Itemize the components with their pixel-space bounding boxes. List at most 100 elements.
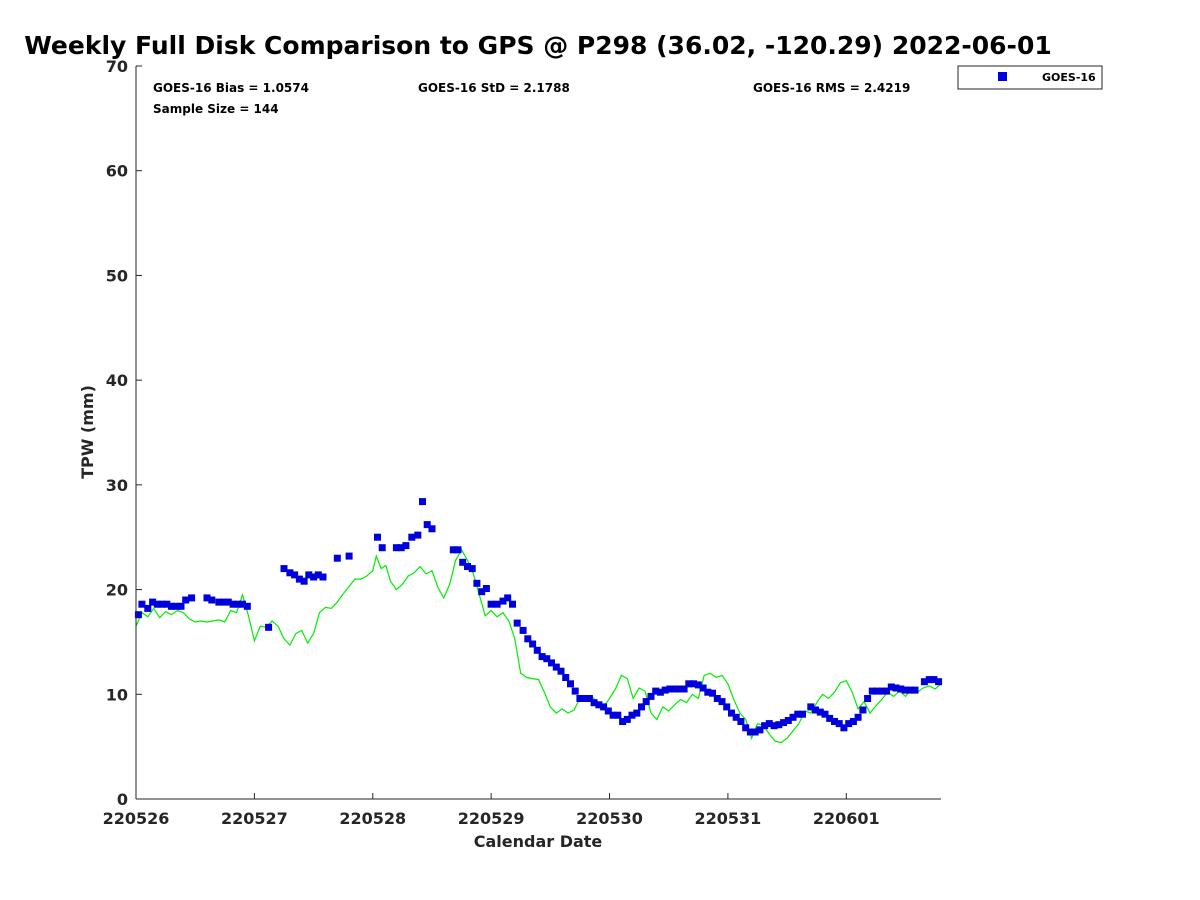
goes16-data-point xyxy=(319,573,327,581)
goes16-data-point xyxy=(552,663,560,671)
goes16-data-point xyxy=(163,600,171,608)
bias-stat: GOES-16 Bias = 1.0574 xyxy=(153,81,309,95)
goes16-data-point xyxy=(571,687,579,695)
goes16-data-point xyxy=(144,604,152,612)
goes16-data-point xyxy=(892,684,900,692)
goes16-data-point xyxy=(789,713,797,721)
goes16-data-point xyxy=(906,686,914,694)
goes16-data-point xyxy=(519,626,527,634)
goes16-data-point xyxy=(920,678,928,686)
goes16-data-point xyxy=(709,689,716,697)
x-tick-label: 220530 xyxy=(576,809,643,828)
goes16-data-point xyxy=(203,594,211,602)
goes16-data-point xyxy=(671,685,679,693)
goes16-data-point xyxy=(478,588,486,596)
goes16-data-point xyxy=(310,573,318,581)
goes16-data-point xyxy=(737,718,745,725)
goes16-data-point xyxy=(493,600,501,608)
rms-stat: GOES-16 RMS = 2.4219 xyxy=(753,81,910,95)
legend-label: GOES-16 xyxy=(1042,71,1096,84)
goes16-data-point xyxy=(935,678,943,686)
goes16-data-point xyxy=(864,695,872,702)
y-tick-label: 0 xyxy=(117,790,128,809)
legend-marker xyxy=(998,72,1007,81)
goes16-data-point xyxy=(680,685,688,693)
goes16-data-point xyxy=(840,724,848,732)
goes16-data-point xyxy=(775,721,783,729)
goes16-data-point xyxy=(821,710,829,718)
goes16-data-point xyxy=(529,640,537,648)
goes16-data-point xyxy=(374,533,381,541)
goes16-data-point xyxy=(799,710,806,718)
goes16-data-point xyxy=(182,596,190,604)
goes16-data-point xyxy=(765,720,773,728)
goes16-data-point xyxy=(728,709,735,717)
plot-area xyxy=(136,66,941,799)
series-layer xyxy=(134,498,943,744)
goes16-data-point xyxy=(751,728,759,736)
goes16-data-point xyxy=(868,687,876,695)
goes16-data-point xyxy=(925,676,933,684)
goes16-data-point xyxy=(656,688,664,696)
goes16-data-point xyxy=(742,724,750,732)
goes16-data-point xyxy=(723,703,731,711)
goes16-data-point xyxy=(784,717,792,724)
goes16-data-point xyxy=(628,711,636,719)
goes16-data-point xyxy=(897,685,905,693)
goes16-data-point xyxy=(265,623,273,631)
goes16-data-point xyxy=(449,546,457,554)
goes16-data-point xyxy=(345,552,353,560)
goes16-data-point xyxy=(499,597,507,605)
goes16-data-point xyxy=(464,563,471,570)
goes16-data-point xyxy=(831,718,838,725)
goes16-data-point xyxy=(595,701,603,709)
goes16-data-point xyxy=(713,695,721,702)
goes16-data-point xyxy=(652,687,660,695)
goes16-data-point xyxy=(392,544,400,552)
goes16-data-point xyxy=(333,554,341,562)
x-tick-label: 220528 xyxy=(339,809,406,828)
chart-title: Weekly Full Disk Comparison to GPS @ P29… xyxy=(24,31,1051,60)
goes16-data-point xyxy=(153,600,161,608)
goes16-data-point xyxy=(168,602,175,610)
goes16-data-point xyxy=(419,498,426,506)
goes16-data-point xyxy=(487,600,495,608)
goes16-data-point xyxy=(826,714,834,722)
x-tick-label: 220527 xyxy=(221,809,288,828)
goes16-data-point xyxy=(780,719,788,727)
goes16-data-point xyxy=(280,565,288,573)
goes16-data-point xyxy=(661,686,669,694)
legend-box xyxy=(957,65,1103,90)
goes16-data-point xyxy=(177,602,185,610)
goes16-data-point xyxy=(557,667,565,675)
goes16-data-point xyxy=(609,711,617,719)
goes16-data-point xyxy=(234,600,242,608)
goes16-data-point xyxy=(807,703,815,711)
goes16-data-point xyxy=(172,602,180,610)
x-tick-label: 220601 xyxy=(813,809,880,828)
goes16-data-point xyxy=(614,711,622,719)
goes16-data-point xyxy=(208,596,216,604)
x-tick-label: 220531 xyxy=(695,809,762,828)
y-tick-label: 70 xyxy=(106,57,128,76)
goes16-data-point xyxy=(543,655,551,663)
goes16-data-point xyxy=(548,659,555,667)
goes16-data-point xyxy=(883,687,890,695)
goes16-data-point xyxy=(562,674,570,681)
goes16-data-point xyxy=(454,546,462,554)
goes16-data-point xyxy=(215,598,223,606)
goes16-data-point xyxy=(600,703,608,711)
goes16-data-point xyxy=(414,531,422,539)
goes16-data-point xyxy=(576,695,584,702)
goes16-data-point xyxy=(158,600,166,608)
goes16-data-point xyxy=(239,600,246,608)
goes16-data-point xyxy=(854,713,862,721)
sample-size-stat: Sample Size = 144 xyxy=(153,102,279,116)
goes16-data-point xyxy=(761,722,769,730)
goes16-data-point xyxy=(149,598,157,606)
goes16-data-point xyxy=(694,681,702,689)
x-axis-label: Calendar Date xyxy=(474,832,603,851)
goes16-data-point xyxy=(675,685,683,693)
goes16-data-point xyxy=(638,703,645,711)
